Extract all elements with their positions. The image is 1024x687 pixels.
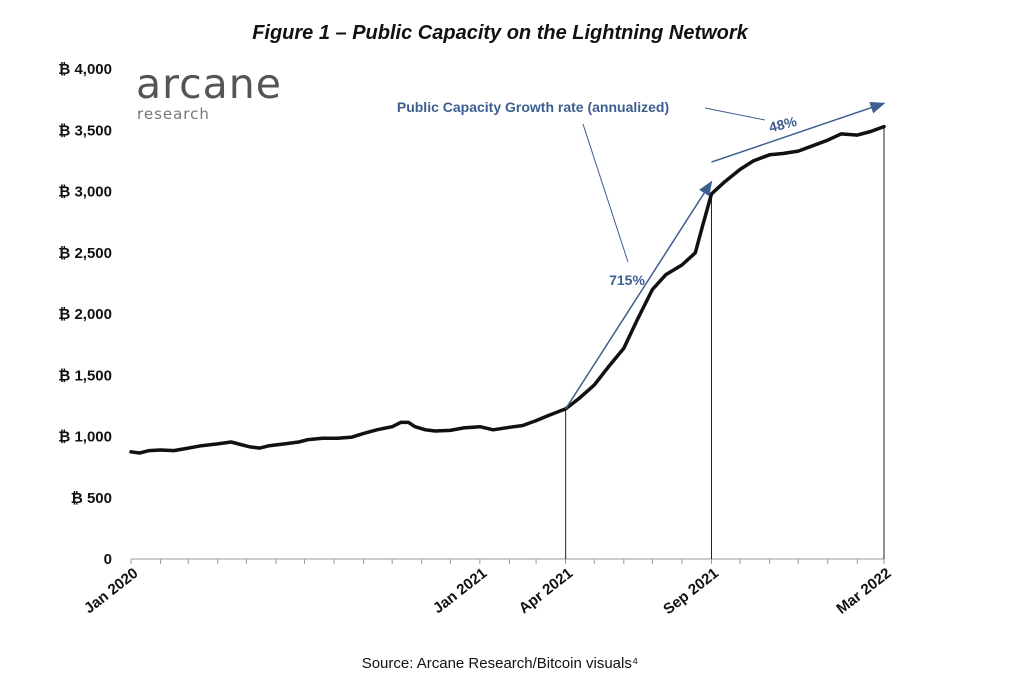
pointer-line — [582, 123, 629, 263]
chart-title: Figure 1 – Public Capacity on the Lightn… — [252, 22, 748, 44]
growth-arrow-48 — [711, 101, 886, 163]
x-tick-label: Sep 2021 — [660, 565, 722, 618]
x-tick-label: Jan 2020 — [81, 565, 141, 617]
rate-label-48: 48% — [767, 113, 799, 135]
annotation-heading: Public Capacity Growth rate (annualized) — [397, 99, 669, 115]
x-tick-label: Mar 2022 — [833, 565, 894, 618]
source-note: Source: Arcane Research/Bitcoin visuals⁴ — [361, 655, 639, 672]
y-tick-label: 0 — [104, 551, 112, 568]
axes — [130, 558, 885, 564]
y-tick-label: ₿ 1,500 — [58, 367, 112, 384]
arcane-logo-subtitle: research — [137, 105, 210, 123]
y-tick-label: ₿ 3,500 — [58, 122, 112, 139]
y-tick-label: ₿ 1,000 — [58, 429, 112, 446]
growth-arrow-715 — [565, 180, 713, 410]
arcane-logo: arcane — [136, 60, 282, 108]
marker-lines — [565, 126, 885, 559]
y-tick-label: ₿ 4,000 — [58, 61, 112, 78]
x-tick-label: Apr 2021 — [516, 565, 576, 617]
capacity-series-line — [129, 124, 886, 455]
plot-area — [129, 124, 886, 455]
tick-labels: 0 ₿ 500 ₿ 1,000 ₿ 1,500 ₿ 2,000 ₿ 2,500 ₿ 3,00… — [58, 61, 894, 618]
y-tick-label: ₿ 2,500 — [58, 245, 112, 262]
y-tick-label: ₿ 2,000 — [58, 306, 112, 323]
rate-label-715: 715% — [609, 272, 645, 288]
y-tick-label: ₿ 500 — [71, 490, 112, 507]
annotation-arrows: Public Capacity Growth rate (annualized)… — [397, 99, 886, 410]
y-tick-label: ₿ 3,000 — [58, 184, 112, 201]
pointer-line — [704, 107, 766, 121]
x-tick-label: Jan 2021 — [430, 565, 490, 617]
